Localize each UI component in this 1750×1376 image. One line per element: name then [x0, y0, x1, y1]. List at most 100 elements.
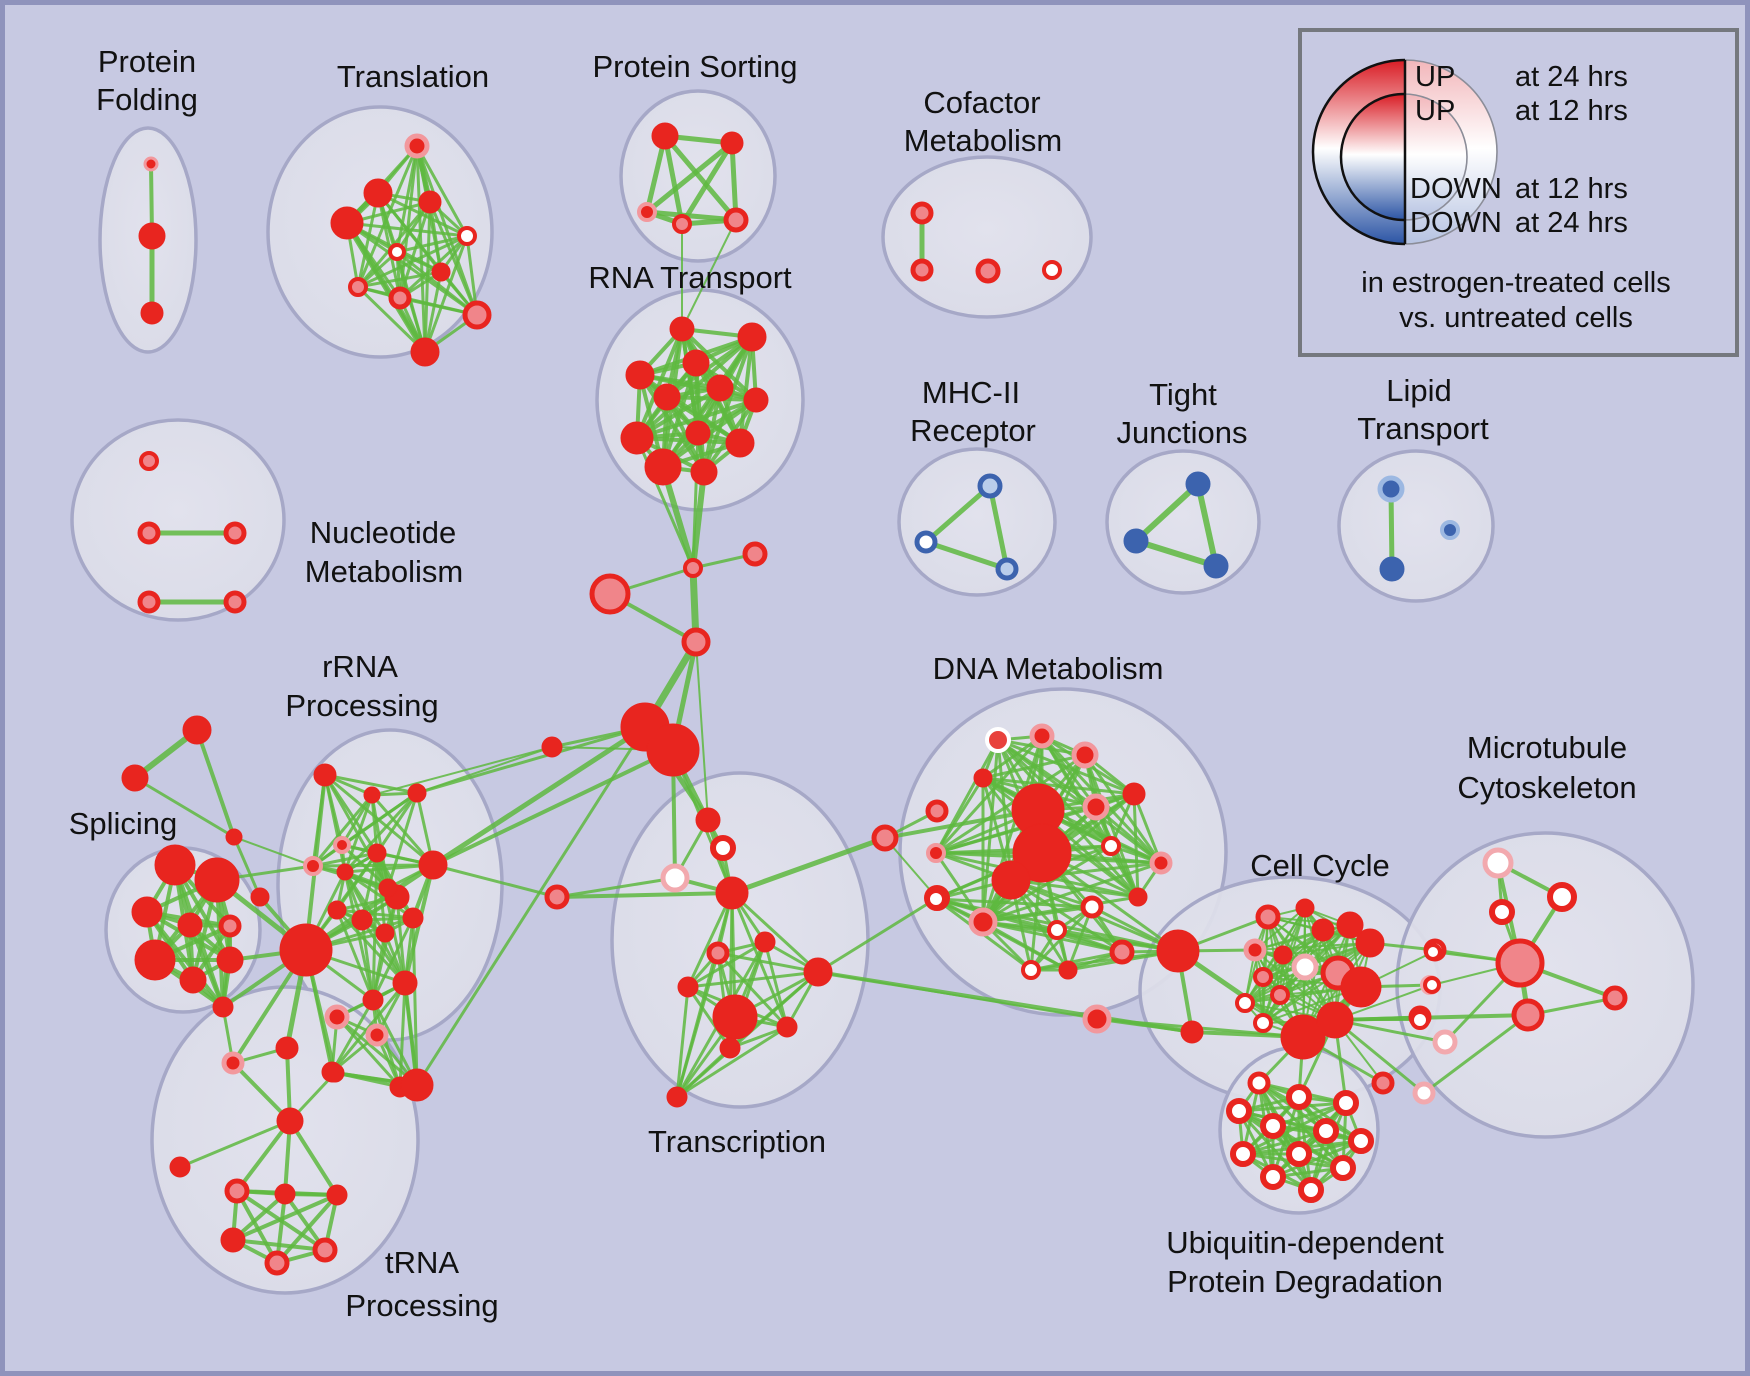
node-lt3 [1379, 556, 1405, 582]
cluster-ellipse-mhc-ii-receptor [897, 447, 1057, 597]
node-cc5 [1355, 928, 1385, 958]
network-edge [730, 891, 820, 974]
node-dm23 [1156, 929, 1200, 973]
network-edge [231, 1193, 339, 1242]
network-edge [1333, 1018, 1426, 1095]
network-edge [1422, 1013, 1530, 1095]
node-sp5 [218, 914, 242, 938]
node-dm6 [1082, 793, 1110, 821]
network-edge [1304, 907, 1336, 1021]
network-edge [763, 940, 789, 1029]
node-ub1 [1247, 1071, 1271, 1095]
network-edge [430, 724, 648, 868]
network-edge [1132, 792, 1163, 865]
network-edge [817, 971, 1098, 1020]
node-sp8 [216, 946, 244, 974]
node-tr2 [363, 178, 393, 208]
legend-inner-circle-left-half [1341, 94, 1404, 220]
network-edge [235, 1119, 292, 1193]
node-rr11 [351, 909, 373, 931]
node-cf4 [1042, 260, 1062, 280]
node-mh1 [977, 473, 1003, 499]
network-edge [340, 843, 435, 867]
cluster-label-rna-transport: RNA Transport [588, 260, 792, 295]
network-edge [415, 725, 647, 1087]
node-sp2 [194, 857, 240, 903]
node-dm22 [1058, 960, 1078, 980]
node-dm15 [926, 889, 946, 909]
node-nm3 [223, 521, 247, 545]
node-ch4 [681, 627, 711, 657]
node-ch6 [646, 723, 700, 777]
node-cc2 [1295, 898, 1315, 918]
node-rt6 [706, 374, 734, 402]
node-rt1 [669, 316, 695, 342]
network-edge [934, 753, 1087, 855]
node-tx12 [776, 1016, 798, 1038]
network-edge [375, 791, 419, 855]
cluster-label-mhc-ii-receptor-line1: MHC-II [922, 375, 1020, 410]
node-mh2 [914, 530, 938, 554]
network-edge [1333, 1018, 1447, 1044]
network-edge [738, 335, 754, 445]
network-edge [635, 398, 758, 440]
cluster-label-translation: Translation [337, 59, 489, 94]
network-edge [1133, 481, 1201, 544]
node-rr12 [375, 923, 395, 943]
legend-outer-circle-left-outline [1311, 58, 1406, 246]
node-cc7 [1273, 945, 1293, 965]
network-edge [133, 776, 236, 839]
node-rr13 [402, 907, 424, 929]
node-ub3 [1333, 1090, 1359, 1116]
legend-inner-circle-left-outline [1339, 92, 1405, 222]
network-edge [635, 327, 684, 440]
node-tr1 [404, 133, 430, 159]
node-rr3 [407, 783, 427, 803]
cluster-label-tight-junctions-line2: Junctions [1117, 415, 1248, 450]
node-dm7 [925, 799, 949, 823]
node-tj1 [1185, 471, 1211, 497]
cluster-ellipse-microtubule-cytoskeleton [1395, 831, 1695, 1139]
node-rr16 [362, 989, 384, 1011]
node-tx11 [719, 1037, 741, 1059]
network-edge [981, 753, 1087, 780]
legend-entry-value-2: at 12 hrs [1515, 95, 1628, 127]
node-rr14 [378, 878, 398, 898]
network-edge [423, 234, 469, 354]
node-sp3 [131, 896, 163, 928]
node-dm10 [991, 860, 1031, 900]
node-ub2 [1286, 1084, 1312, 1110]
network-edge [729, 835, 888, 896]
network-edge [356, 144, 419, 289]
node-dm16 [968, 907, 998, 937]
cluster-ellipse-tight-junctions [1105, 449, 1261, 595]
node-dm13 [1101, 836, 1121, 856]
network-edge [686, 970, 820, 989]
node-dm18 [1080, 895, 1104, 919]
node-pf3 [140, 301, 164, 325]
network-edge [428, 200, 479, 317]
node-tx14 [871, 824, 899, 852]
node-dm5 [1122, 782, 1146, 806]
node-ps3 [637, 202, 657, 222]
node-tp9 [312, 1237, 338, 1263]
network-edge [403, 981, 419, 1087]
legend-caption-line1: in estrogen-treated cells [1361, 267, 1671, 299]
network-edge [1254, 942, 1371, 951]
legend-inner-circle-right-outline [1403, 93, 1468, 221]
cluster-label-protein-folding-line2: Folding [96, 82, 198, 117]
node-dm2 [1029, 723, 1055, 749]
node-ch2 [742, 541, 768, 567]
node-cc6 [1243, 938, 1267, 962]
network-edge [431, 863, 559, 899]
network-edge [375, 851, 407, 985]
node-tp1 [275, 1036, 299, 1060]
node-tj2 [1123, 528, 1149, 554]
network-edge [555, 876, 677, 899]
node-dm17 [1128, 887, 1148, 907]
cluster-label-microtubule-cytoskeleton-line1: Microtubule [1467, 730, 1627, 765]
node-mt9 [1410, 1010, 1430, 1030]
network-edge [431, 748, 675, 867]
node-dm21 [1021, 960, 1041, 980]
